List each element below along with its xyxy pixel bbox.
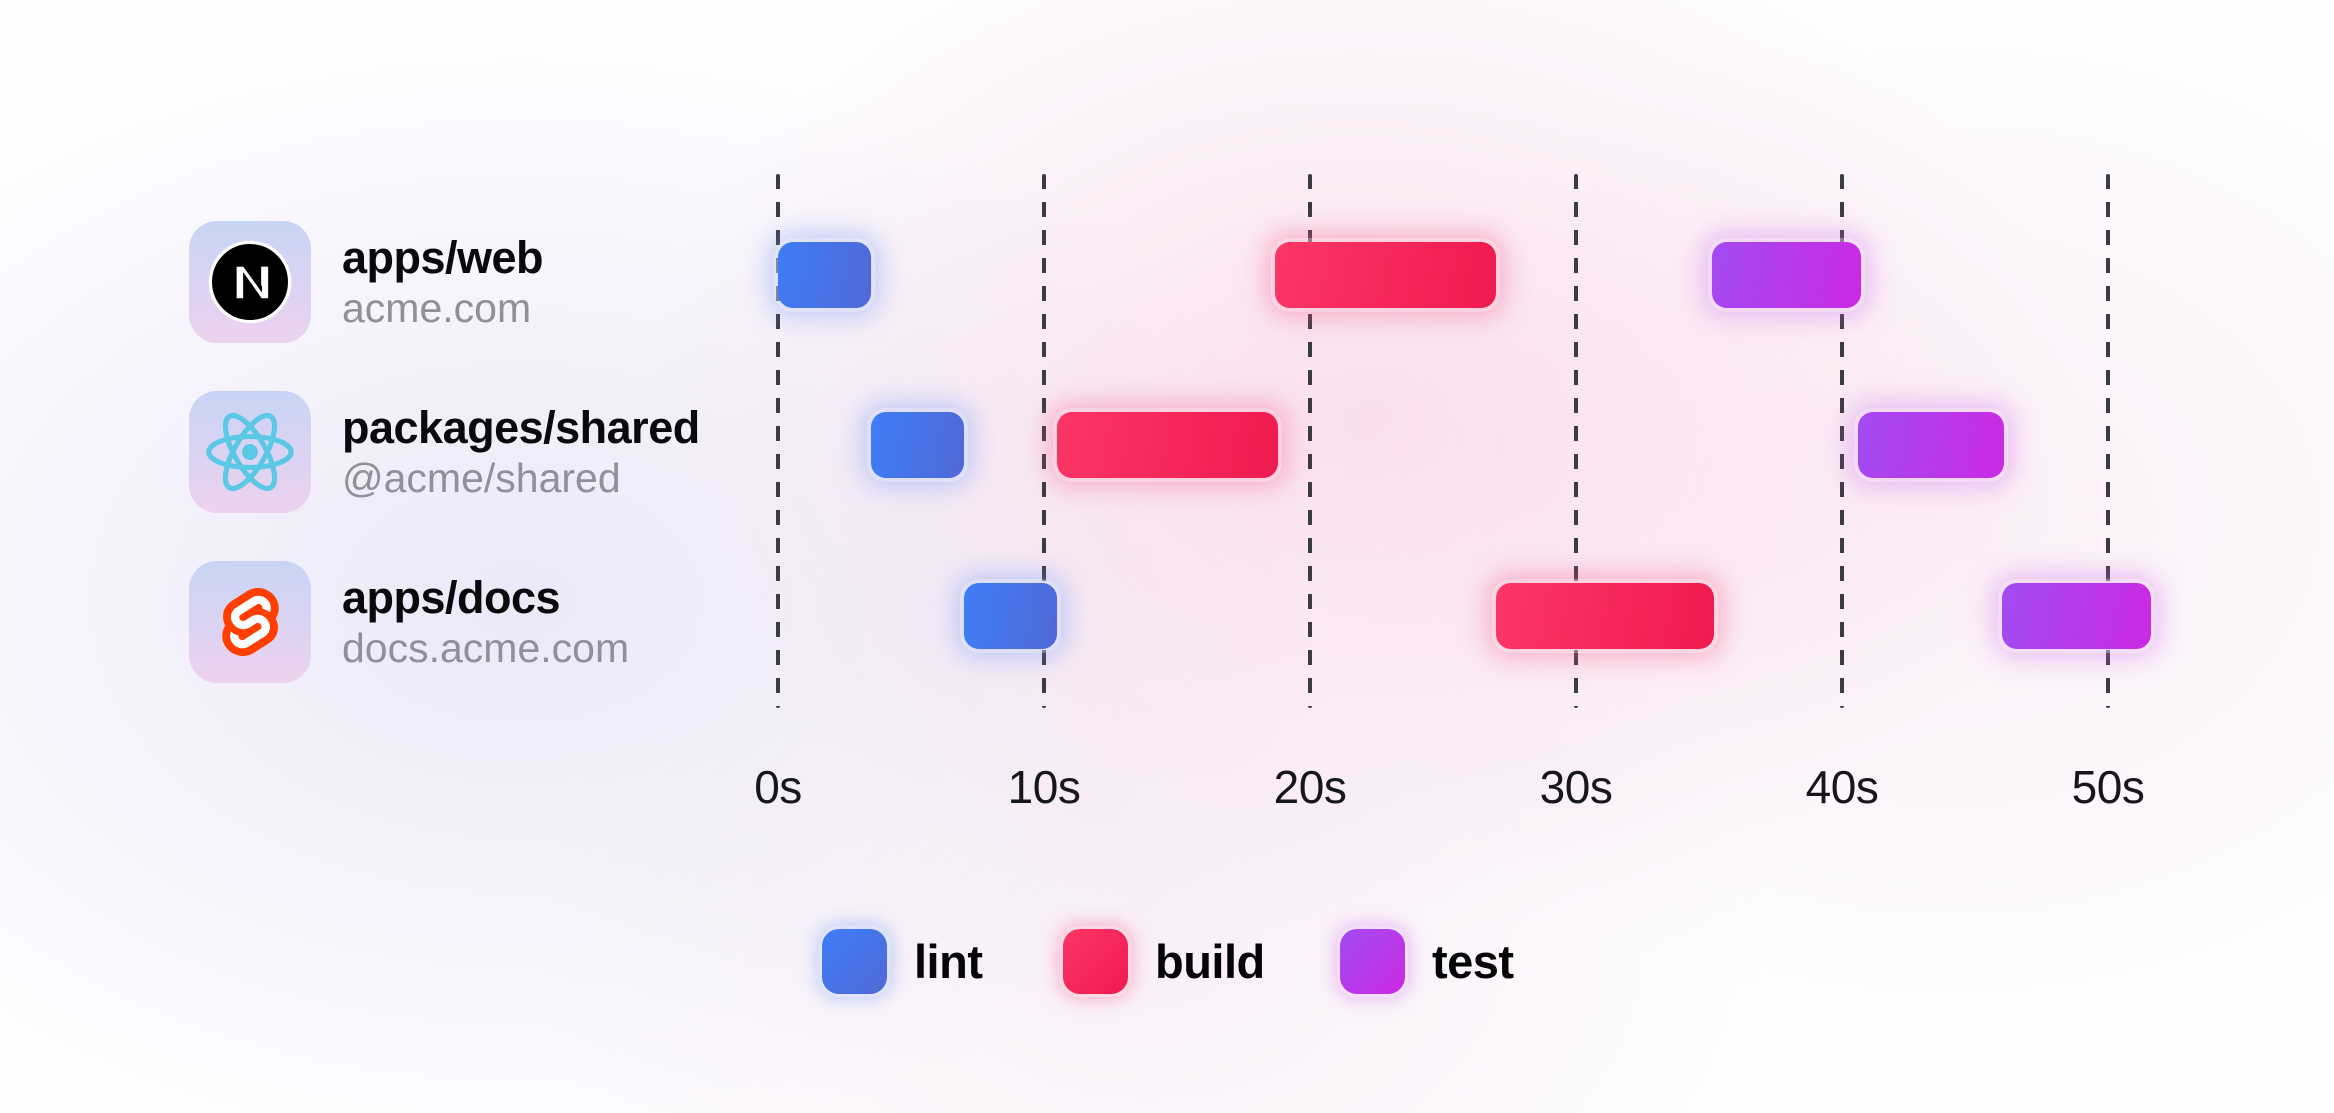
- package-domain: acme.com: [342, 285, 532, 331]
- package-row-apps-web: apps/web acme.com: [189, 221, 829, 343]
- axis-tick-label-20s: 20s: [1273, 761, 1347, 813]
- package-domain: @acme/shared: [342, 455, 621, 501]
- legend-swatch-build: [1063, 929, 1128, 994]
- axis-tick-label-40s: 40s: [1805, 761, 1879, 813]
- axis-tick-label-0s: 0s: [754, 761, 802, 813]
- legend-label-test: test: [1432, 935, 1514, 988]
- task-bar-apps-web-build: [1275, 242, 1497, 308]
- react-icon: [189, 391, 311, 513]
- legend-label-lint: lint: [914, 935, 983, 988]
- gridline-0s: [776, 174, 780, 708]
- legend-label-build: build: [1155, 935, 1265, 988]
- package-name: apps/web: [342, 232, 544, 283]
- gridline-40s: [1840, 174, 1844, 708]
- task-bar-packages-shared-test: [1857, 412, 2005, 478]
- nextjs-icon: [189, 221, 311, 343]
- gridline-30s: [1574, 174, 1578, 708]
- package-domain: docs.acme.com: [342, 625, 630, 671]
- legend-item-lint: lint: [822, 929, 983, 994]
- package-name: apps/docs: [342, 572, 561, 623]
- package-name: packages/shared: [342, 402, 700, 453]
- svelte-icon: [189, 561, 311, 683]
- task-bar-apps-web-lint: [778, 242, 872, 308]
- gridline-20s: [1308, 174, 1312, 708]
- legend-item-build: build: [1063, 929, 1265, 994]
- legend-item-test: test: [1340, 929, 1514, 994]
- gridline-50s: [2106, 174, 2110, 708]
- axis-tick-label-30s: 30s: [1539, 761, 1613, 813]
- task-bar-apps-web-test: [1711, 242, 1861, 308]
- package-row-apps-docs: apps/docs docs.acme.com: [189, 561, 829, 683]
- axis-tick-label-10s: 10s: [1007, 761, 1081, 813]
- task-bar-apps-docs-lint: [964, 583, 1058, 649]
- legend-swatch-test: [1340, 929, 1405, 994]
- gridline-10s: [1042, 174, 1046, 708]
- task-bar-apps-docs-build: [1496, 583, 1715, 649]
- task-bar-apps-docs-test: [2001, 583, 2151, 649]
- legend-swatch-lint: [822, 929, 887, 994]
- axis-tick-label-50s: 50s: [2071, 761, 2145, 813]
- package-row-packages-shared: packages/shared @acme/shared: [189, 391, 829, 513]
- task-bar-packages-shared-build: [1057, 412, 1279, 478]
- task-bar-packages-shared-lint: [871, 412, 965, 478]
